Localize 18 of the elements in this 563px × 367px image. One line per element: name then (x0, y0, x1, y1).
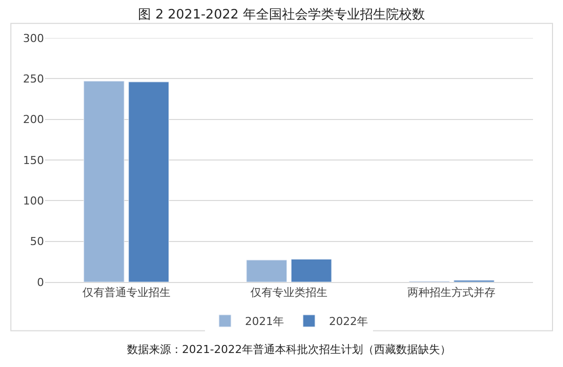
chart-title: 图 2 2021-2022 年全国社会学类专业招生院校数 (138, 7, 425, 22)
bar (246, 260, 288, 282)
x-tick-label: 仅有专业类招生 (250, 286, 328, 300)
y-tick-label: 250 (23, 72, 44, 86)
bar (84, 80, 124, 282)
legend-label: 2022年 (329, 315, 368, 328)
legend-label: 2021年 (245, 315, 284, 328)
x-tick-label: 仅有普通专业招生 (82, 286, 170, 300)
y-tick-label: 0 (37, 276, 44, 289)
bar (128, 82, 170, 282)
y-tick-label: 100 (23, 194, 44, 208)
x-tick-label: 两种招生方式并存 (408, 286, 496, 300)
source-note: 数据来源：2021-2022年普通本科批次招生计划（西藏数据缺失） (127, 343, 451, 356)
y-tick-label: 300 (23, 32, 44, 45)
y-tick-label: 200 (23, 113, 44, 126)
bar (290, 258, 332, 282)
y-tick-label: 50 (30, 235, 44, 248)
y-tick-label: 150 (23, 154, 44, 167)
